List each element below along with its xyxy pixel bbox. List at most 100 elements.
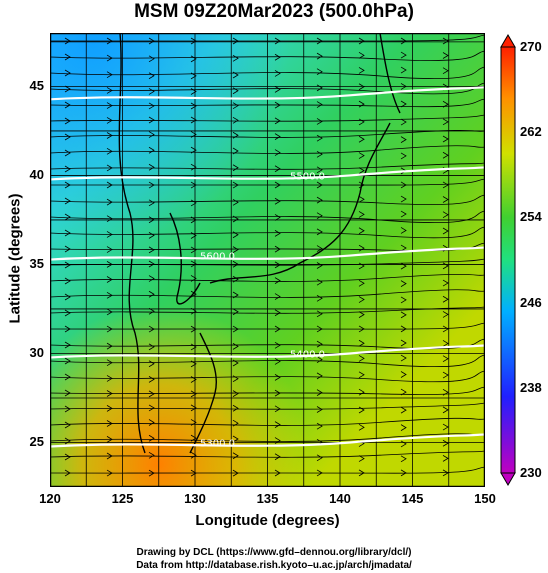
flow-arrow: [232, 325, 239, 333]
flow-arrow: [190, 325, 197, 333]
flow-arrow: [232, 215, 239, 223]
flow-arrow: [232, 164, 239, 172]
streamline: [50, 66, 485, 80]
flow-arrow: [190, 88, 197, 95]
flow-arrow: [274, 374, 281, 381]
flow-arrow: [400, 296, 407, 304]
flow-arrow: [274, 277, 281, 284]
flow-arrow: [64, 357, 71, 365]
flow-arrow: [190, 390, 197, 398]
map-panel: 5300.0 5400.0 5600.0 5500.0: [50, 33, 485, 487]
streamline: [50, 417, 485, 426]
flow-arrow: [442, 100, 449, 108]
x-tick-label: 130: [184, 491, 206, 506]
streamline: [50, 162, 485, 170]
streamline: [50, 34, 485, 42]
flow-arrow: [64, 405, 71, 413]
flow-arrow: [316, 84, 323, 92]
flow-arrow: [400, 406, 407, 414]
flow-arrow: [190, 434, 197, 442]
flow-arrow: [106, 117, 113, 124]
flow-arrow: [190, 260, 197, 268]
geopotential-contours: 5300.0 5400.0 5600.0 5500.0: [50, 86, 485, 449]
flow-arrow: [232, 435, 239, 443]
flow-arrow: [442, 325, 449, 333]
contour-label: 5600.0: [200, 252, 235, 263]
flow-arrow: [316, 454, 323, 462]
y-tick-label: 25: [29, 434, 44, 450]
flow-arrow: [442, 37, 449, 45]
flow-arrow: [64, 341, 71, 349]
flow-arrow: [106, 246, 113, 253]
x-tick-label: 150: [474, 491, 496, 506]
flow-arrow: [106, 54, 113, 62]
flow-arrow: [358, 152, 365, 159]
flow-arrow: [106, 231, 113, 238]
flow-arrow: [64, 69, 71, 77]
flow-arrow: [358, 339, 365, 347]
flow-arrow: [358, 388, 365, 396]
y-tick-label: 45: [29, 78, 44, 94]
flow-arrow: [148, 55, 155, 63]
flow-arrow: [232, 452, 239, 460]
flow-arrow: [190, 469, 197, 477]
flow-arrow: [400, 424, 407, 431]
flow-arrow: [232, 198, 239, 206]
flow-arrow: [274, 389, 281, 397]
streamline: [50, 50, 485, 61]
coastlines: [118, 33, 401, 454]
streamline: [50, 306, 485, 314]
flow-arrow: [148, 116, 155, 124]
x-tick-label: 125: [111, 491, 134, 506]
flow-arrow: [316, 134, 323, 142]
x-axis-title: Longitude (degrees): [195, 512, 340, 529]
credit-line-2: Data from http://database.rish.kyoto–u.a…: [136, 560, 412, 571]
flow-arrow: [232, 71, 239, 79]
x-tick-label: 140: [329, 491, 351, 506]
flow-arrow: [316, 212, 323, 220]
flow-arrow: [148, 102, 155, 110]
colorbar-tick-label: 254: [520, 209, 542, 225]
flow-arrow: [64, 53, 71, 61]
flow-arrow: [64, 325, 71, 333]
flow-arrow: [358, 469, 365, 477]
flow-arrow: [232, 87, 239, 95]
flow-arrow: [148, 343, 155, 351]
flow-arrow: [274, 230, 281, 237]
flow-arrow: [190, 116, 197, 124]
flow-arrow: [106, 390, 113, 397]
flow-arrow: [148, 260, 155, 268]
flow-arrow: [442, 406, 449, 414]
flow-arrow: [442, 135, 449, 143]
flow-arrow: [316, 101, 323, 108]
flow-arrow: [358, 406, 365, 414]
flow-arrow: [400, 37, 407, 45]
flow-arrow: [316, 262, 323, 269]
flow-arrow: [64, 245, 71, 253]
flow-arrow: [274, 245, 281, 253]
flow-arrow: [400, 136, 407, 143]
flow-arrow: [442, 295, 449, 303]
flow-arrow: [64, 133, 71, 141]
flow-arrow: [316, 166, 323, 174]
flow-arrow: [358, 262, 365, 270]
flow-arrow: [148, 37, 155, 45]
flow-arrow: [316, 118, 323, 125]
flow-arrow: [148, 275, 155, 282]
flow-arrow: [274, 341, 281, 349]
flow-arrow: [190, 404, 197, 412]
flow-arrow: [190, 72, 197, 80]
flow-arrow: [316, 228, 323, 236]
flow-arrow: [400, 388, 407, 396]
flow-arrow: [442, 279, 449, 287]
flow-arrow: [442, 455, 449, 462]
y-tick-label: 35: [29, 256, 44, 272]
flow-arrow: [148, 290, 155, 298]
x-tick-label: 135: [256, 491, 279, 506]
flow-arrow: [442, 311, 449, 318]
flow-arrow: [316, 181, 323, 189]
flow-arrow: [358, 67, 365, 74]
flow-arrow: [106, 291, 113, 299]
flow-arrow: [274, 86, 281, 93]
flow-arrow: [232, 116, 239, 124]
